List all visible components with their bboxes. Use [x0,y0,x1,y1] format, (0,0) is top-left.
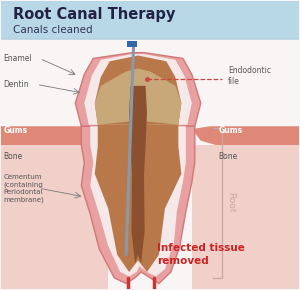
Text: Bone: Bone [4,152,23,161]
Text: Infected tissue
removed: Infected tissue removed [158,243,245,266]
Text: Canals cleaned: Canals cleaned [13,25,92,35]
FancyBboxPatch shape [0,0,300,39]
Polygon shape [192,126,299,145]
Text: Gums: Gums [219,126,243,135]
Polygon shape [81,126,195,284]
Text: Endodontic
file: Endodontic file [228,66,271,86]
Text: Gums: Gums [4,126,28,135]
Text: Enamel: Enamel [4,54,32,63]
Polygon shape [95,55,182,125]
Polygon shape [1,126,108,145]
Text: Dentin: Dentin [4,80,29,89]
Polygon shape [129,86,147,263]
Polygon shape [84,54,192,125]
Polygon shape [75,53,201,126]
Text: Cementum
(containing
Periodontal
membrane): Cementum (containing Periodontal membran… [4,173,44,203]
Polygon shape [90,126,186,276]
Text: Root: Root [226,193,235,213]
Polygon shape [95,125,182,272]
Polygon shape [1,145,108,289]
Text: Bone: Bone [219,152,238,161]
FancyBboxPatch shape [127,41,137,48]
Polygon shape [192,145,299,289]
Text: Root Canal Therapy: Root Canal Therapy [13,7,175,22]
Polygon shape [95,68,182,125]
